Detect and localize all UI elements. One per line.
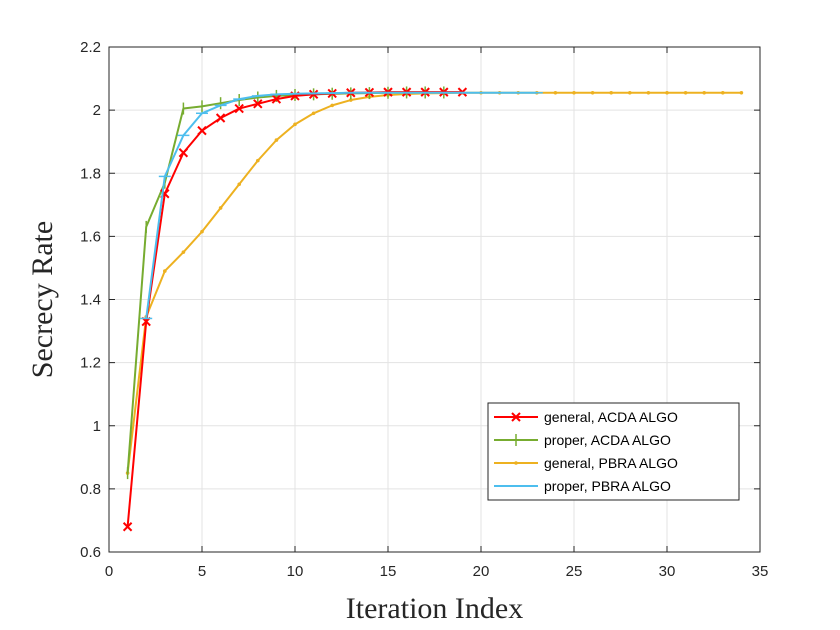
x-tick-label: 15: [380, 563, 397, 580]
legend-item: proper, ACDA ALGO: [494, 432, 671, 448]
data-point: [646, 90, 651, 95]
data-point: [330, 103, 335, 108]
data-point: [218, 206, 223, 210]
legend-marker: [511, 412, 521, 422]
data-point: [178, 148, 189, 158]
y-tick-label: 1.6: [80, 228, 101, 245]
data-point: [721, 90, 725, 95]
data-point: [253, 99, 263, 109]
data-point: [702, 90, 706, 95]
data-point: [293, 122, 297, 127]
data-point: [237, 182, 241, 187]
data-point: [590, 90, 595, 95]
data-point: [553, 90, 558, 95]
series-layer: [122, 86, 744, 532]
legend-label: proper, PBRA ALGO: [544, 478, 671, 494]
legend-label: general, PBRA ALGO: [544, 455, 678, 471]
data-point: [215, 113, 226, 123]
data-point: [628, 90, 632, 95]
x-axis-label: Iteration Index: [346, 592, 523, 625]
x-tick-label: 35: [752, 563, 769, 580]
data-point: [683, 90, 688, 95]
y-tick-label: 0.8: [80, 481, 101, 498]
y-tick-label: 2.2: [80, 39, 101, 56]
x-tick-label: 20: [473, 563, 490, 580]
x-tick-label: 30: [659, 563, 676, 580]
data-point: [200, 229, 204, 234]
legend-marker: [514, 461, 518, 465]
x-tick-label: 5: [198, 563, 206, 580]
legend-item: proper, PBRA ALGO: [494, 478, 671, 494]
series-3: [140, 91, 543, 320]
legend-box: [487, 402, 740, 501]
series-line: [145, 91, 537, 319]
y-tick-label: 1.4: [80, 292, 101, 309]
data-point: [197, 125, 207, 136]
data-point: [271, 94, 282, 104]
legend-label: general, ACDA ALGO: [544, 409, 678, 425]
data-point: [163, 269, 167, 273]
data-point: [609, 90, 613, 95]
data-point: [311, 111, 316, 116]
x-tick-label: 0: [105, 563, 113, 580]
axis-ticks: 0 5 10 15 20 25 30 35 0.6 0.8 1 1.2 1.4 1.6 1.8 2 2.2: [80, 39, 768, 580]
y-axis-label: Secrecy Rate: [26, 221, 59, 378]
grid-lines: [109, 47, 760, 552]
legend-item: general, ACDA ALGO: [494, 409, 678, 425]
data-point: [122, 522, 133, 532]
y-tick-label: 1: [93, 418, 101, 435]
legend-label: proper, ACDA ALGO: [544, 432, 671, 448]
data-point: [181, 250, 186, 254]
data-point: [665, 90, 669, 95]
x-tick-label: 10: [287, 563, 304, 580]
x-tick-label: 25: [566, 563, 583, 580]
legend-item: general, PBRA ALGO: [494, 455, 678, 471]
data-point: [234, 103, 244, 114]
data-point: [739, 90, 744, 95]
data-point: [255, 158, 260, 163]
data-point: [349, 98, 353, 102]
y-tick-label: 2: [93, 102, 101, 119]
y-tick-label: 1.2: [80, 355, 101, 372]
data-point: [274, 138, 279, 142]
y-tick-label: 0.6: [80, 544, 101, 561]
legend: general, ACDA ALGO proper, ACDA ALGO gener…: [487, 402, 740, 501]
data-point: [572, 90, 576, 95]
y-tick-label: 1.8: [80, 165, 101, 182]
